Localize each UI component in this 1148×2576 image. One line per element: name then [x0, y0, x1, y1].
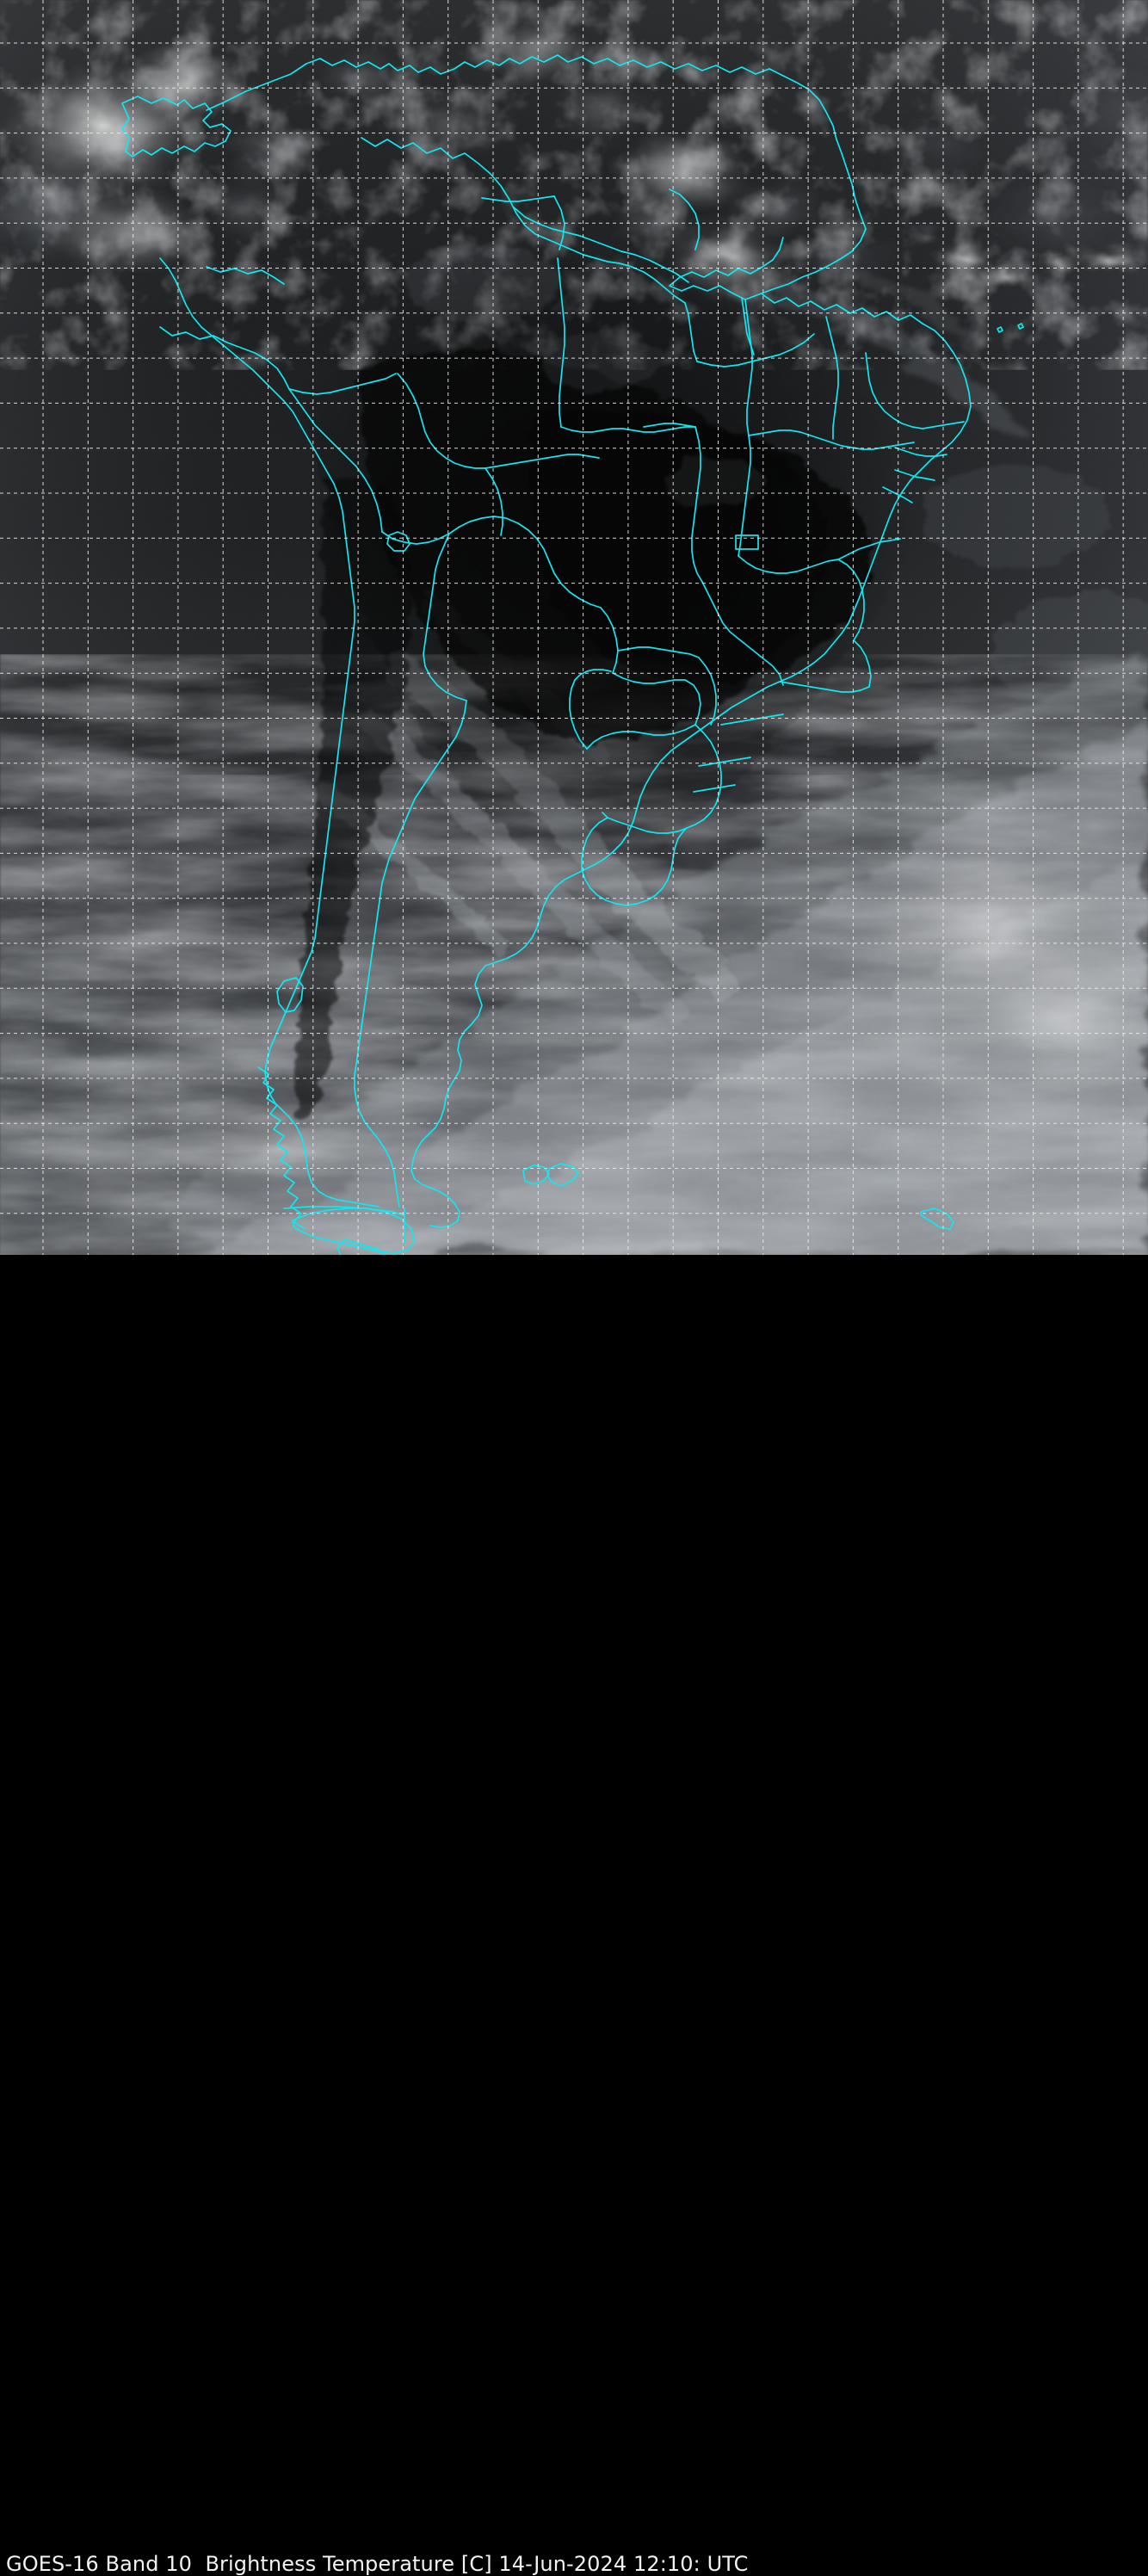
border-colombia-venezuela [361, 137, 572, 250]
state-border-para-tocantins [643, 423, 696, 428]
state-border-sp-ms [701, 581, 784, 686]
island-falkland-west [522, 1164, 550, 1185]
coast-venezuela-north [417, 54, 784, 77]
border-uruguay-brazil [607, 817, 688, 834]
state-border-minas-bahia [837, 559, 865, 641]
state-border-amazonas-roraima [481, 195, 555, 202]
state-border-amazonas-acre-rondonia [397, 373, 486, 469]
state-border-minas-rio-sp [779, 681, 870, 693]
border-colombia-ecuador [206, 266, 285, 285]
state-border-mato-grosso-east [691, 426, 703, 583]
state-border-paraiba-pe [922, 421, 965, 429]
coast-southeast-brazil [612, 598, 860, 853]
state-border-para-maranhao [744, 299, 753, 436]
island-tierra-del-fuego [292, 1208, 416, 1254]
state-border-northeast-interior [748, 429, 915, 450]
island-south-georgia [920, 1208, 954, 1230]
caption-bar: GOES-16 Band 10 Brightness Temperature [… [0, 1255, 1148, 2575]
coast-panama-colombia [121, 96, 231, 158]
brightness-temperature-raster [0, 0, 1148, 1255]
border-peru-bolivia [381, 531, 450, 545]
coast-chile-peru-pacific [159, 257, 380, 1208]
strait-of-magellan [283, 1206, 405, 1216]
state-border-rondonia-mato-grosso [485, 467, 503, 536]
coast-northeast-brazil [762, 293, 972, 600]
border-venezuela-brazil [512, 206, 689, 283]
border-colombia-peru-brazil [288, 373, 397, 395]
island-fernando-de-noronha [997, 326, 1003, 333]
border-guyana-suriname [684, 302, 698, 362]
satellite-image-panel [0, 0, 1148, 1255]
border-venezuela-guyana [571, 249, 686, 304]
state-border-sp-parana [720, 713, 784, 726]
coast-argentina [410, 965, 486, 1228]
coast-guianas [782, 75, 867, 230]
border-argentina-chile-main [354, 700, 467, 1208]
border-bolivia-paraguay [600, 607, 619, 674]
state-border-sergipe-bahia [882, 486, 913, 503]
border-paraguay-argentina [586, 724, 696, 750]
island-chiloe [276, 977, 304, 1013]
border-bolivia-brazil [448, 516, 602, 608]
island-atol-das-rocas [1017, 323, 1024, 330]
state-border-parana-sc [698, 757, 751, 767]
border-peru-brazil [288, 388, 383, 533]
state-border-amazonas-para-south [485, 454, 600, 469]
district-federal-box [735, 534, 759, 550]
state-border-tocantins-goias [738, 435, 751, 557]
caption-label: GOES-16 Band 10 Brightness Temperature [… [6, 2552, 749, 2576]
border-argentina-brazil-uruguay [686, 724, 722, 829]
state-border-mt-ms [617, 646, 700, 658]
state-border-ms-sp [698, 657, 717, 726]
state-border-goias-bahia [738, 555, 839, 574]
border-paraguay-brazil [612, 672, 701, 726]
state-border-piaui-ceara [825, 316, 839, 440]
state-border-sc-rs [693, 784, 736, 793]
state-border-alagoas-sergipe [894, 469, 935, 481]
lake-titicaca [386, 531, 410, 552]
latitude-longitude-graticule [0, 0, 1148, 1255]
state-border-pe-alagoas [894, 447, 947, 457]
state-border-roraima-para [553, 195, 565, 250]
coast-chile-fjords [257, 1066, 306, 1230]
coast-colombia-caribbean [206, 58, 419, 111]
border-bolivia-chile-argentina [423, 533, 467, 701]
state-border-amazonas-para [557, 257, 565, 428]
state-border-bahia-pernambuco [837, 538, 901, 560]
island-falkland-east [546, 1163, 579, 1187]
coastline-boundary-overlay [121, 54, 1024, 1255]
coast-south-brazil-uruguay [485, 851, 614, 967]
state-border-ceara-rn [865, 352, 923, 429]
island-tierra-del-fuego-south [336, 1239, 386, 1255]
border-ecuador-peru [159, 326, 290, 390]
state-border-rs-inner [602, 812, 608, 819]
state-border-amapa [669, 188, 700, 250]
border-argentina-paraguay-west [569, 669, 612, 750]
state-border-minas-espirito [853, 639, 872, 688]
